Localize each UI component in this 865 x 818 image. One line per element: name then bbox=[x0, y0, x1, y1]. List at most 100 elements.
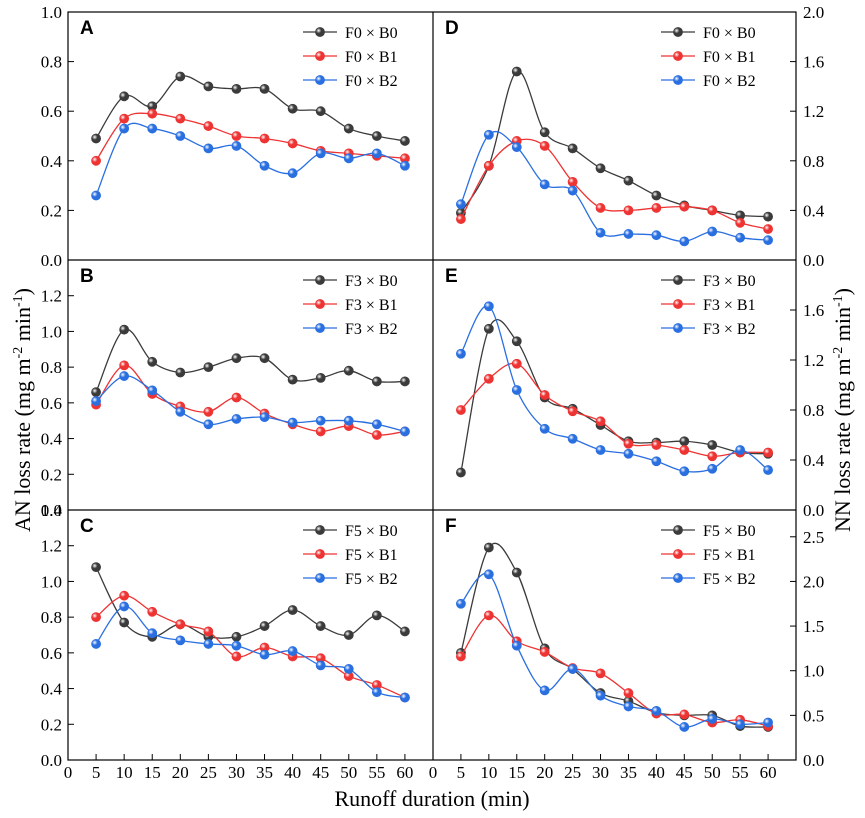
y-tick-label: 1.4 bbox=[41, 501, 63, 520]
data-point bbox=[456, 467, 466, 478]
data-point bbox=[343, 365, 354, 376]
data-point bbox=[456, 214, 466, 224]
data-point bbox=[203, 143, 214, 154]
legend-swatch-marker bbox=[315, 549, 325, 559]
x-tick-label: 35 bbox=[256, 763, 273, 782]
y-tick-label: 0.8 bbox=[41, 608, 62, 627]
data-point bbox=[707, 440, 718, 450]
series-f3-b2 bbox=[456, 301, 773, 477]
data-point bbox=[623, 205, 634, 216]
legend-label: F5 × B1 bbox=[703, 547, 756, 564]
data-point bbox=[707, 226, 718, 237]
data-point bbox=[91, 387, 101, 398]
series-f5-b1 bbox=[91, 590, 410, 703]
data-point bbox=[343, 415, 354, 426]
data-point bbox=[259, 621, 270, 631]
legend-swatch-marker bbox=[673, 573, 683, 583]
data-point bbox=[91, 155, 101, 166]
series-line bbox=[95, 112, 405, 162]
data-point bbox=[203, 626, 214, 637]
data-point bbox=[91, 562, 101, 573]
data-point bbox=[539, 647, 550, 657]
y-tick-label: 1.6 bbox=[803, 301, 824, 320]
x-tick-label: 35 bbox=[620, 763, 637, 782]
data-point bbox=[119, 123, 130, 134]
data-point bbox=[651, 456, 662, 467]
data-point bbox=[679, 436, 690, 447]
series-f0-b2 bbox=[91, 122, 410, 201]
data-point bbox=[315, 106, 326, 117]
x-tick-label: 0 bbox=[64, 763, 73, 782]
series-f0-b0 bbox=[456, 66, 773, 222]
data-point bbox=[539, 141, 550, 151]
legend-entry: F3 × B0 bbox=[303, 273, 398, 290]
y-tick-label: 1.0 bbox=[41, 3, 62, 22]
legend-label: F3 × B2 bbox=[703, 321, 756, 338]
series-line bbox=[95, 605, 406, 699]
data-point bbox=[679, 466, 690, 477]
y-tick-label: 0.0 bbox=[803, 501, 824, 520]
x-tick-label: 10 bbox=[480, 763, 497, 782]
data-point bbox=[231, 353, 242, 364]
data-point bbox=[371, 419, 382, 430]
data-point bbox=[651, 190, 662, 201]
y-tick-label: 0.4 bbox=[803, 451, 825, 470]
data-point bbox=[119, 590, 130, 601]
legend-label: F3 × B1 bbox=[703, 297, 756, 314]
y-tick-label: 0.0 bbox=[803, 251, 824, 270]
data-point bbox=[400, 136, 410, 146]
right-y-title-sup1: -2 bbox=[831, 347, 846, 359]
legend-label: F5 × B2 bbox=[703, 571, 756, 588]
legend-label: F0 × B1 bbox=[345, 49, 398, 66]
legend-entry: F0 × B2 bbox=[661, 73, 756, 90]
data-point bbox=[483, 569, 494, 580]
y-tick-label: 1.2 bbox=[41, 537, 62, 556]
data-point bbox=[400, 160, 410, 171]
y-tick-label: 0.4 bbox=[41, 680, 63, 699]
y-tick-label: 1.2 bbox=[41, 287, 62, 306]
y-tick-label: 1.5 bbox=[803, 617, 824, 636]
x-tick-label: 15 bbox=[508, 763, 525, 782]
data-point bbox=[483, 129, 494, 140]
y-tick-label: 2.0 bbox=[803, 3, 824, 22]
data-point bbox=[735, 232, 746, 243]
x-tick-label: 60 bbox=[396, 763, 413, 782]
data-point bbox=[651, 705, 662, 716]
data-point bbox=[763, 717, 773, 728]
data-point bbox=[483, 160, 494, 171]
data-point bbox=[259, 649, 270, 660]
data-point bbox=[483, 323, 494, 334]
legend-label: F5 × B0 bbox=[345, 523, 398, 540]
legend-swatch-marker bbox=[673, 323, 683, 333]
legend-swatch-marker bbox=[315, 75, 325, 85]
series-line bbox=[460, 319, 769, 473]
panels-layer: 0.0 0.2 0.4 0.6 0.8 1.0 A F0 × B0 F0 × B1 F0 × B2… bbox=[41, 3, 825, 770]
y-tick-label: 2.5 bbox=[803, 528, 824, 547]
legend-swatch-marker bbox=[673, 27, 683, 37]
x-axis-ticks: 0 5 10 15 20 25 30 35 40 45 50 55 60 0 5 10 15 20 25 30 35 40… bbox=[64, 754, 777, 782]
legend-entry: F3 × B0 bbox=[661, 273, 756, 290]
legend-swatch-marker bbox=[673, 549, 683, 559]
y-tick-label: 0.5 bbox=[803, 706, 824, 725]
data-point bbox=[371, 687, 382, 698]
data-point bbox=[539, 390, 550, 400]
data-point bbox=[595, 227, 606, 238]
data-point bbox=[119, 360, 130, 371]
data-point bbox=[735, 217, 746, 228]
series-f0-b0 bbox=[91, 71, 410, 146]
panel-f: 0.0 0.5 1.0 1.5 2.0 2.5 F F5 × B0 F5 × B1 F5 × B2 bbox=[445, 516, 824, 770]
x-tick-label: 45 bbox=[676, 763, 693, 782]
legend-entry: F0 × B1 bbox=[303, 49, 398, 66]
y-tick-label: 0.4 bbox=[803, 201, 825, 220]
legend-entry: F5 × B0 bbox=[303, 523, 398, 540]
data-point bbox=[400, 692, 410, 703]
panel-label: C bbox=[80, 516, 94, 537]
data-point bbox=[91, 639, 101, 649]
series-f3-b1 bbox=[91, 360, 410, 440]
data-point bbox=[763, 211, 773, 222]
y-tick-label: 1.0 bbox=[803, 662, 824, 681]
y-tick-label: 0.8 bbox=[41, 53, 62, 72]
y-tick-label: 0.6 bbox=[41, 394, 62, 413]
data-point bbox=[651, 230, 662, 241]
